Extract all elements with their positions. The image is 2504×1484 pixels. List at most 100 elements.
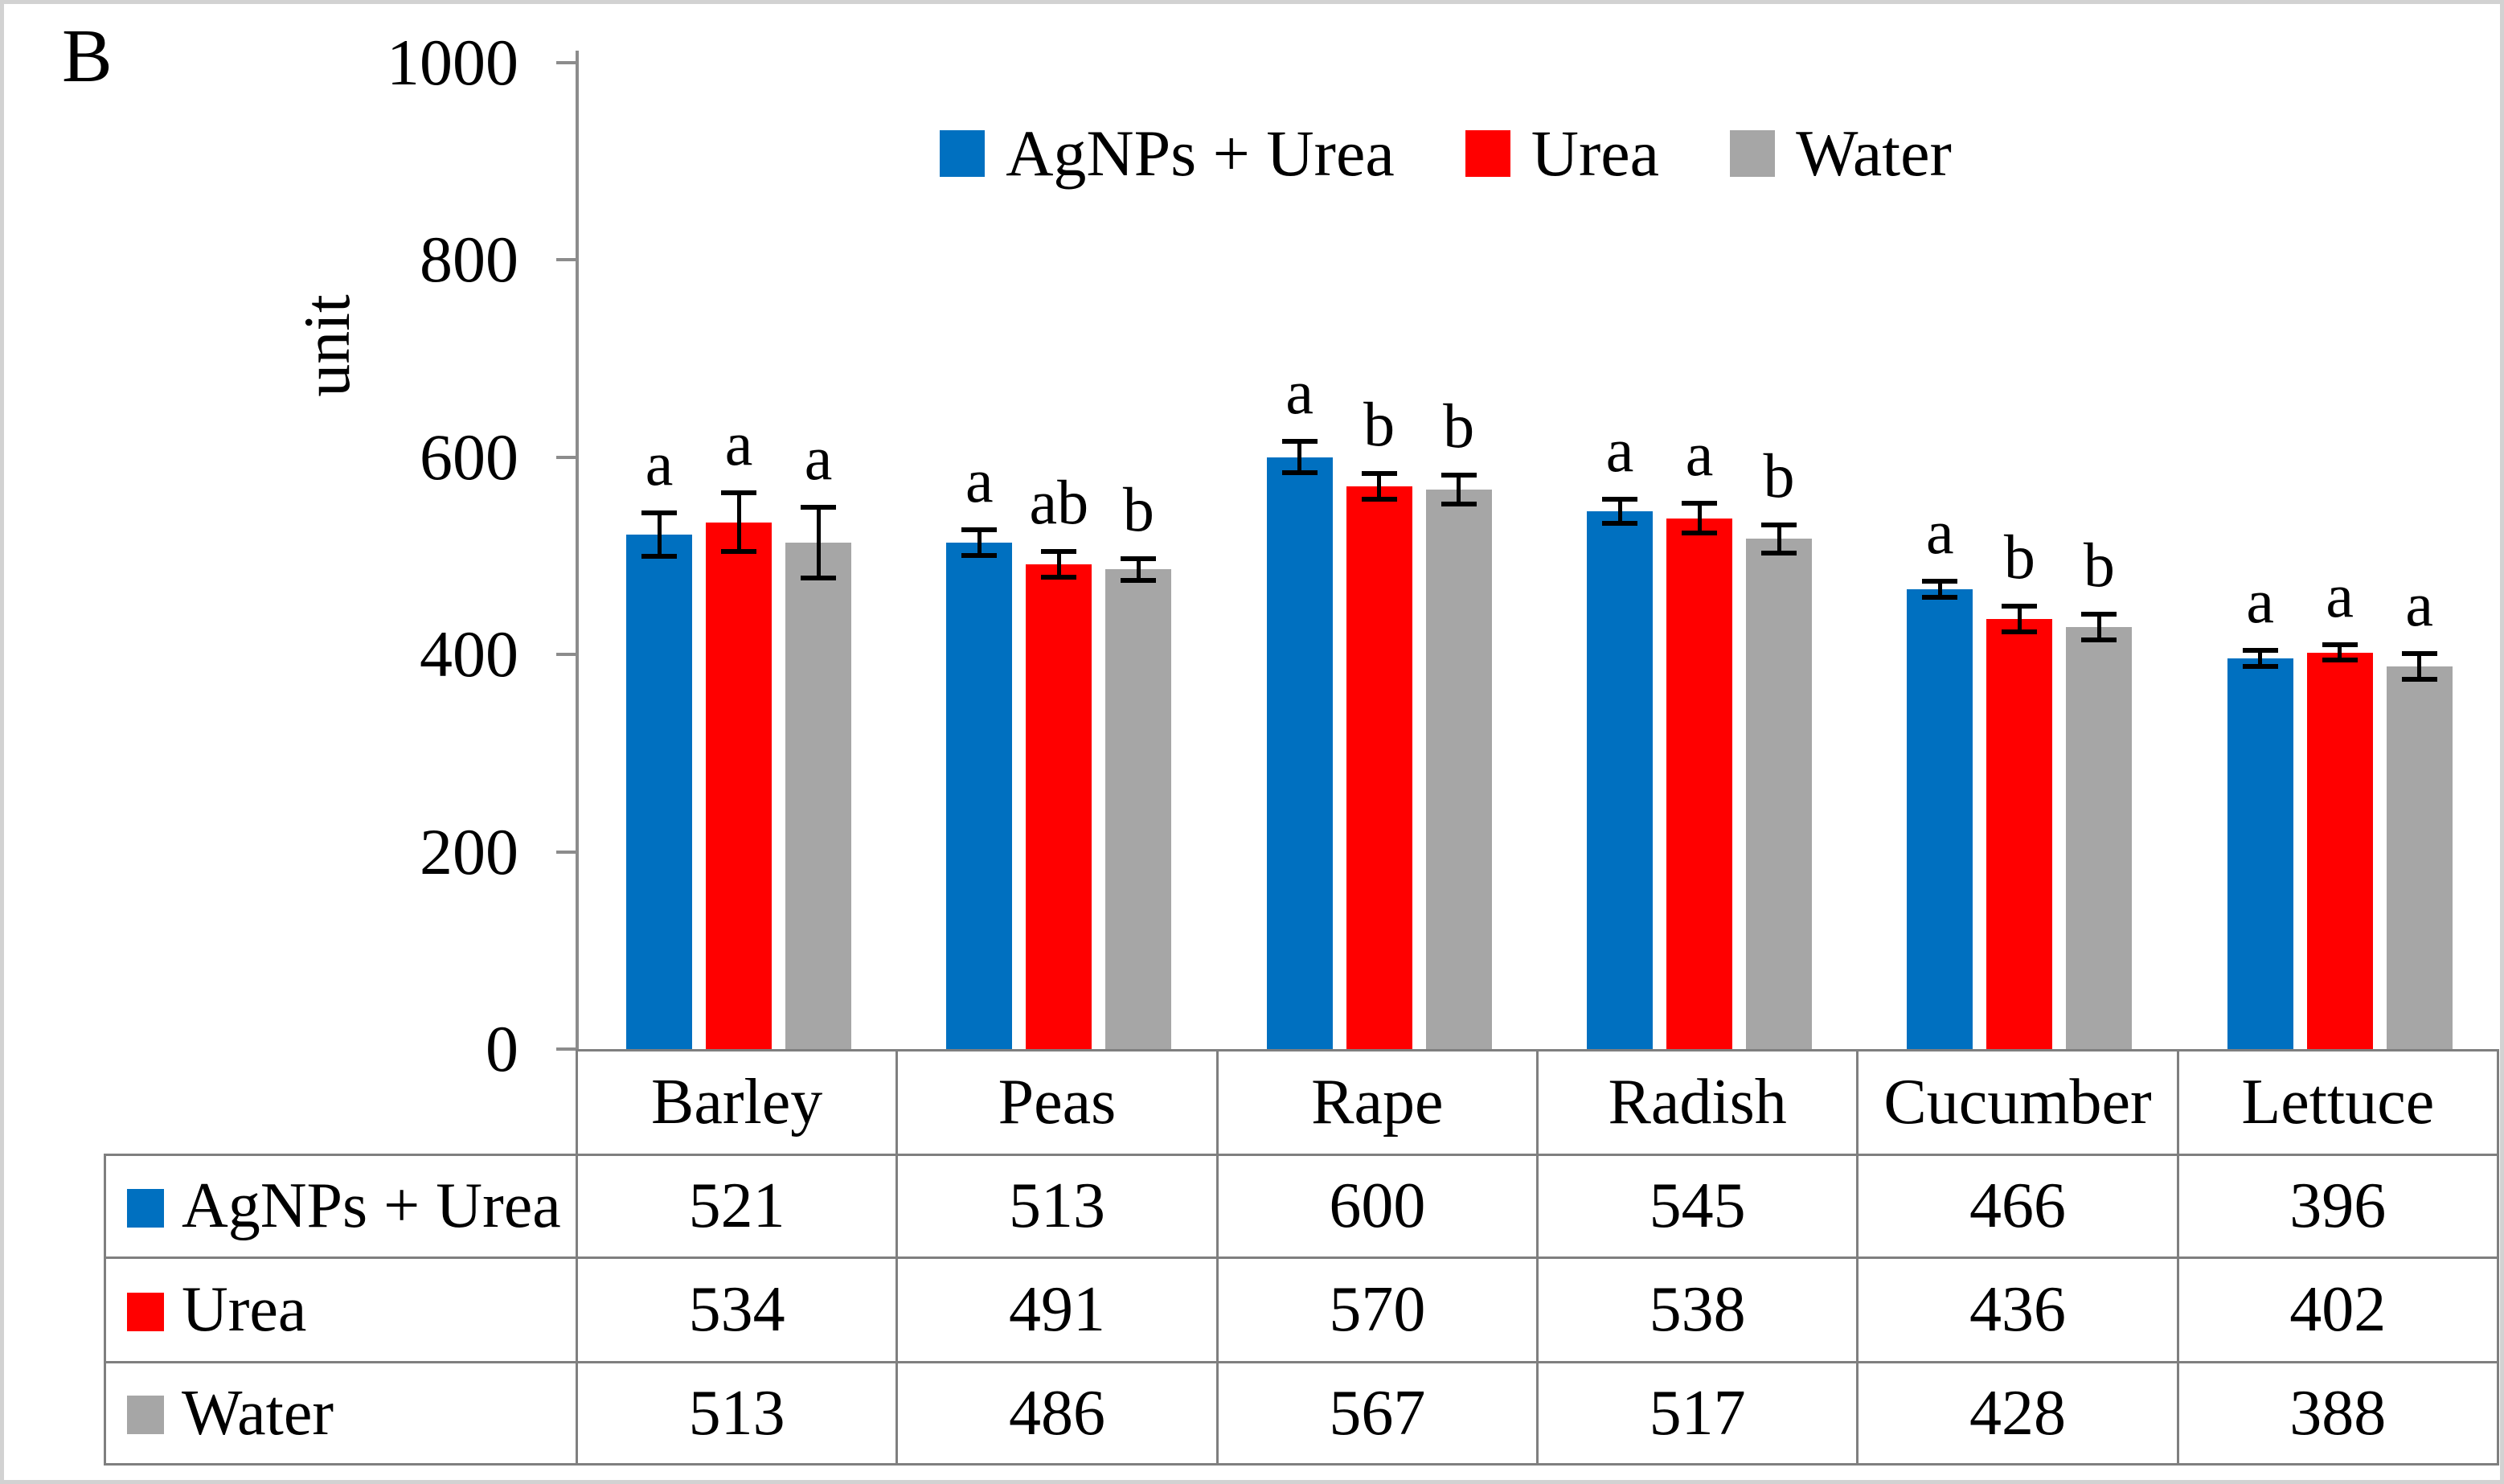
- bar-radish-urea: [1666, 518, 1732, 1049]
- y-axis-tick-mark: [556, 258, 579, 261]
- category-header-radish: Radish: [1535, 1049, 1859, 1156]
- error-bar-cap: [1602, 520, 1637, 526]
- table-value-barley-agnps_urea: 521: [575, 1154, 899, 1259]
- error-bar-line: [1297, 441, 1302, 473]
- legend-item: Water: [1730, 121, 1952, 187]
- table-value-peas-urea: 491: [895, 1256, 1219, 1363]
- category-header-cucumber: Cucumber: [1856, 1049, 2179, 1156]
- significance-letter: a: [1285, 356, 1313, 427]
- significance-letter: b: [2083, 529, 2115, 600]
- error-bar-cap: [1361, 471, 1397, 477]
- bar-lettuce-urea: [2306, 652, 2373, 1049]
- error-bar-cap: [2002, 629, 2038, 634]
- y-axis-tick-label: 0: [486, 1012, 518, 1085]
- error-bar-cap: [1682, 501, 1717, 506]
- error-bar-cap: [801, 505, 836, 510]
- bar-rape-urea: [1346, 486, 1412, 1049]
- y-axis-title: unit: [290, 294, 363, 397]
- legend-label: AgNPs + Urea: [1006, 117, 1395, 190]
- error-bar-line: [2096, 613, 2101, 640]
- error-bar-cap: [2242, 648, 2278, 654]
- error-bar-cap: [2322, 642, 2358, 647]
- error-bar-cap: [641, 554, 677, 560]
- table-value-lettuce-water: 388: [2176, 1361, 2499, 1466]
- significance-letter: ab: [1029, 467, 1089, 538]
- significance-letter: a: [1605, 415, 1634, 486]
- error-bar-cap: [2322, 658, 2358, 663]
- error-bar-cap: [1602, 497, 1637, 502]
- table-value-barley-urea: 534: [575, 1256, 899, 1363]
- table-row-water: Water 513 486 567 517 428 388: [104, 1361, 2499, 1466]
- data-table: Barley Peas Rape Radish Cucumber Lettuce AgNPs…: [104, 1049, 2499, 1466]
- y-axis-tick-mark: [556, 1047, 579, 1051]
- error-bar-cap: [2081, 637, 2117, 642]
- bar-lettuce-water: [2386, 666, 2453, 1049]
- error-bar-line: [2338, 644, 2342, 661]
- error-bar-line: [1777, 525, 1781, 553]
- bar-peas-agnps_urea: [946, 543, 1013, 1049]
- bar-rape-agnps_urea: [1266, 457, 1333, 1049]
- y-axis-tick-label: 800: [420, 223, 518, 296]
- y-axis-tick-label: 600: [420, 420, 518, 494]
- legend-item: Urea: [1465, 121, 1659, 187]
- row-swatch-icon: [127, 1292, 164, 1331]
- y-axis-tick-label: 200: [420, 814, 518, 888]
- y-axis-tick-mark: [556, 850, 579, 854]
- error-bar-line: [657, 513, 662, 557]
- bar-lettuce-agnps_urea: [2227, 658, 2293, 1049]
- error-bar-line: [1697, 503, 1702, 534]
- category-header-barley: Barley: [575, 1049, 899, 1156]
- error-bar-line: [2017, 605, 2022, 632]
- table-value-barley-water: 513: [575, 1361, 899, 1466]
- table-blank-cell: [105, 1051, 577, 1155]
- table-value-rape-urea: 570: [1215, 1256, 1539, 1363]
- error-bar-cap: [1922, 594, 1958, 600]
- legend-swatch-icon: [1730, 130, 1776, 177]
- error-bar-cap: [1041, 549, 1077, 555]
- error-bar-line: [736, 492, 741, 552]
- significance-letter: a: [965, 445, 994, 516]
- table-value-cucumber-agnps_urea: 466: [1856, 1154, 2179, 1259]
- error-bar-line: [816, 507, 821, 579]
- plot-area: a a a a ab b a b b a a b a b b a a a: [556, 51, 2500, 1051]
- table-value-peas-water: 486: [895, 1361, 1219, 1466]
- legend-swatch-icon: [1465, 130, 1510, 177]
- significance-letter: a: [804, 423, 833, 494]
- bar-peas-water: [1105, 569, 1172, 1049]
- significance-letter: a: [1685, 419, 1714, 490]
- table-value-peas-agnps_urea: 513: [895, 1154, 1219, 1259]
- row-label-agnps_urea: AgNPs + Urea: [104, 1154, 578, 1259]
- y-axis-tick-mark: [556, 60, 579, 64]
- error-bar-cap: [2401, 676, 2437, 682]
- legend-item: AgNPs + Urea: [940, 121, 1395, 187]
- panel-label: B: [62, 14, 113, 98]
- bar-rape-water: [1425, 490, 1492, 1049]
- error-bar-cap: [1761, 523, 1797, 528]
- row-swatch-icon: [127, 1396, 164, 1435]
- error-bar-cap: [1121, 555, 1157, 561]
- table-value-cucumber-water: 428: [1856, 1361, 2179, 1466]
- category-header-lettuce: Lettuce: [2176, 1049, 2499, 1156]
- bar-barley-water: [785, 543, 851, 1049]
- bar-radish-agnps_urea: [1587, 511, 1653, 1049]
- table-value-radish-urea: 538: [1535, 1256, 1859, 1363]
- error-bar-cap: [1441, 472, 1477, 478]
- legend-label: Water: [1796, 117, 1952, 190]
- table-row-agnps_urea: AgNPs + Urea 521 513 600 545 466 396: [104, 1154, 2499, 1259]
- category-header-rape: Rape: [1215, 1049, 1539, 1156]
- bar-cucumber-agnps_urea: [1907, 589, 1973, 1049]
- significance-letter: b: [1763, 441, 1795, 511]
- error-bar-cap: [1121, 577, 1157, 583]
- chart-legend: AgNPs + Urea Urea Water: [576, 115, 2497, 192]
- error-bar-line: [1457, 474, 1461, 505]
- significance-letter: a: [645, 428, 674, 499]
- error-bar-line: [1617, 499, 1622, 523]
- bar-peas-urea: [1026, 564, 1092, 1049]
- error-bar-cap: [641, 510, 677, 516]
- significance-letter: a: [2326, 560, 2354, 630]
- error-bar-line: [977, 530, 982, 556]
- error-bar-cap: [801, 576, 836, 581]
- table-row-urea: Urea 534 491 570 538 436 402: [104, 1256, 2499, 1363]
- error-bar-line: [1377, 473, 1382, 500]
- error-bar-cap: [721, 490, 756, 495]
